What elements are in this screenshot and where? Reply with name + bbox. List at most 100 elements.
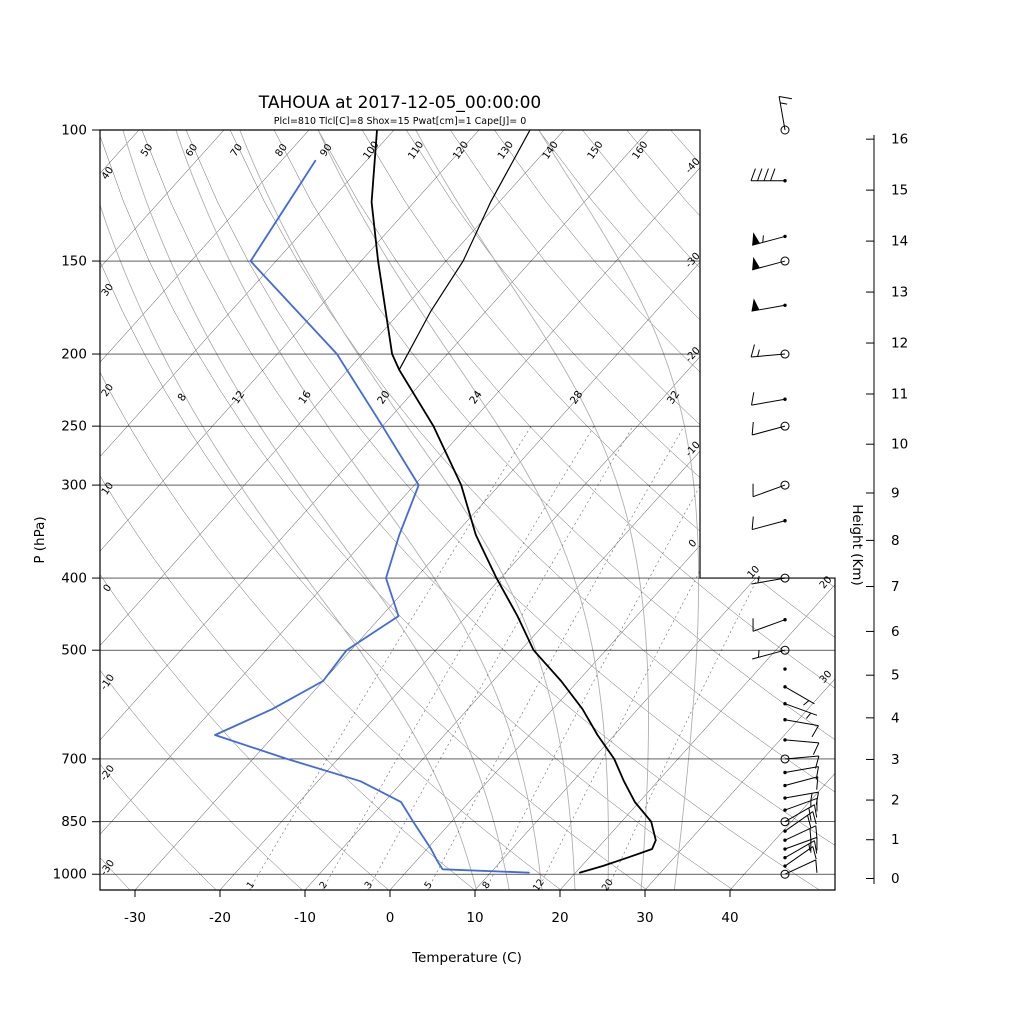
wind-barb-staff (778, 96, 786, 131)
grid-layer (0, 130, 835, 890)
pressure-tick-label: 500 (61, 643, 87, 659)
wind-barb-staff (751, 398, 786, 406)
height-tick-label: 12 (891, 336, 908, 352)
isotherm-line (474, 130, 835, 890)
wind-barb-full-tick (751, 392, 755, 406)
wind-barb-full-tick (779, 96, 792, 100)
pressure-axis-label: P (hPa) (32, 516, 48, 563)
wind-barb-full-tick (763, 168, 769, 181)
moist-adiabat-label: 8 (175, 391, 189, 403)
isotherm-line (100, 130, 565, 890)
wind-barb-half-tick (808, 843, 811, 851)
pressure-tick-label: 1000 (53, 867, 87, 883)
wind-barb-full-tick (813, 840, 818, 854)
dry-adiabat-label: 120 (451, 140, 471, 162)
wind-barb-staff (784, 776, 818, 787)
wind-barb-half-tick (757, 650, 760, 658)
mixing-ratio-line (606, 426, 835, 890)
wind-barb-full-tick (751, 516, 754, 530)
wind-barb-full-tick (816, 776, 819, 790)
pressure-tick-label: 250 (61, 419, 87, 435)
moist-adiabat-line (415, 130, 649, 890)
moist-adiabat-line (538, 130, 700, 890)
sounding-curves-layer (214, 130, 657, 874)
wind-barb-half-tick (810, 793, 813, 801)
wind-barb-full-tick (813, 804, 818, 818)
dry-adiabat-line (100, 130, 303, 890)
isotherm-line (0, 130, 54, 890)
dry-adiabat-line (100, 130, 475, 890)
plot-border (99, 129, 836, 891)
dry-adiabat-line (406, 130, 835, 890)
chart-subtitle: Plcl=810 Tlcl[C]=8 Shox=15 Pwat[cm]=1 Ca… (274, 116, 527, 127)
height-tick-label: 10 (891, 437, 908, 453)
height-tick-label: 5 (891, 668, 900, 684)
dry-adiabat-line (670, 130, 835, 890)
wind-barb-staff (784, 811, 814, 832)
wind-barb-staff (784, 797, 818, 811)
wind-barb-staff (784, 836, 818, 850)
wind-barbs-layer (750, 96, 820, 879)
wind-barb-full-tick (811, 725, 819, 738)
height-tick-label: 2 (891, 793, 900, 809)
dry-adiabat-label: 100 (361, 140, 381, 162)
wind-barb-staff (752, 425, 786, 436)
height-tick-label: 0 (891, 871, 900, 887)
wind-barb-full-tick (750, 344, 755, 358)
wind-barb-staff (752, 520, 786, 531)
dry-adiabat-label: 50 (139, 142, 155, 159)
wind-barb-staff (784, 755, 819, 760)
dry-adiabat-label: 140 (541, 140, 561, 162)
height-tick-label: 1 (891, 832, 900, 848)
temperature-tick-label: -10 (294, 910, 316, 926)
height-tick-label: 16 (891, 132, 908, 148)
pressure-tick-label: 700 (61, 751, 87, 767)
wind-barb-flag (751, 298, 760, 312)
mixing-ratio-label: 5 (423, 880, 435, 891)
wind-level-circle (780, 573, 790, 583)
dry-adiabat-line (318, 130, 835, 890)
dry-adiabat-line (494, 130, 835, 890)
height-tick-label: 9 (891, 485, 900, 501)
wind-barb-staff (784, 719, 819, 727)
wind-barb-half-tick (803, 700, 810, 706)
wind-barb-full-tick (815, 825, 818, 839)
wind-barb-full-tick (751, 421, 754, 436)
plot-frame (99, 129, 836, 891)
mixing-ratio-label: 20 (600, 877, 616, 893)
isotherm-line (100, 130, 395, 890)
dry-adiabat-line (100, 130, 734, 890)
height-axis-label: Height (Km) (849, 504, 865, 585)
wind-barb-staff (784, 859, 817, 875)
height-tick-label: 14 (891, 234, 908, 250)
height-tick-label: 15 (891, 183, 908, 199)
wind-barb-staff (752, 619, 786, 632)
mixing-ratio-label: 1 (245, 880, 257, 891)
moist-adiabat-label: 24 (467, 388, 485, 406)
moist-adiabat-line (239, 130, 576, 890)
temperature-tick-label: 10 (466, 910, 483, 926)
temperature-tick-label: -20 (209, 910, 231, 926)
dry-adiabat-line (362, 130, 835, 890)
wind-barb-full-tick (812, 811, 817, 825)
isotherm-line (219, 130, 835, 890)
wind-barb-staff (784, 703, 818, 716)
dry-adiabat-label: 20 (100, 382, 116, 399)
wind-level-dot (783, 667, 787, 671)
wind-barb-half-tick (757, 575, 760, 583)
isotherm-line (100, 130, 310, 890)
height-tick-label: 4 (891, 710, 900, 726)
mixing-ratio-line (367, 426, 634, 890)
dry-adiabat-line (100, 130, 217, 890)
temperature-tick-label: 0 (386, 910, 395, 926)
isotherm-line (729, 130, 835, 890)
height-tick-label: 8 (891, 533, 900, 549)
isotherm-line (100, 130, 480, 890)
isotherm-line (100, 130, 735, 890)
wind-barb-full-tick (770, 168, 776, 181)
isotherm-line (389, 130, 835, 890)
height-tick-label: 13 (891, 285, 908, 301)
wind-barb-staff (752, 649, 786, 660)
